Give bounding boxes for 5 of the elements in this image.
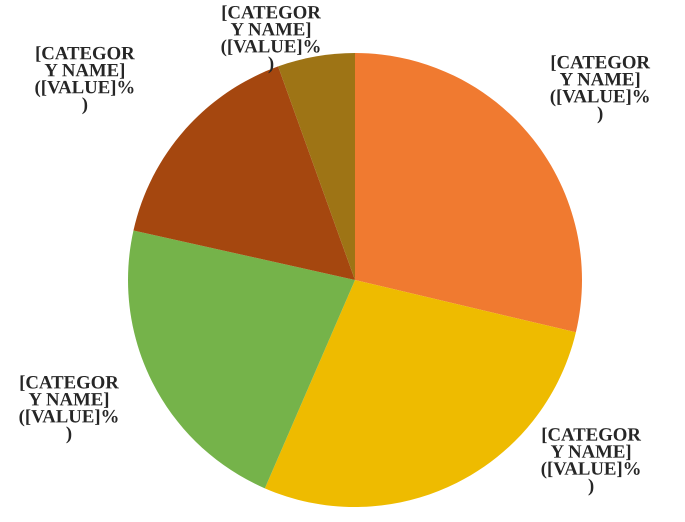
pie-slice bbox=[128, 230, 355, 488]
slice-label: [CATEGOR Y NAME] ([VALUE]% ) bbox=[35, 46, 135, 114]
slice-label: [CATEGOR Y NAME] ([VALUE]% ) bbox=[19, 375, 119, 444]
slice-label: [CATEGOR Y NAME] ([VALUE]% ) bbox=[542, 428, 642, 496]
slice-label: [CATEGOR Y NAME] ([VALUE]% ) bbox=[550, 55, 650, 124]
